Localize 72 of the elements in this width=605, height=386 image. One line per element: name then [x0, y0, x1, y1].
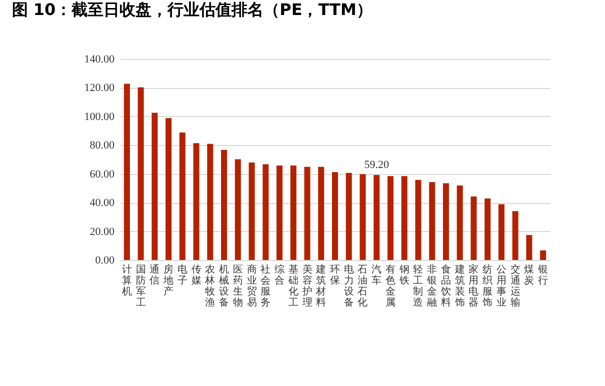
bar: [429, 182, 436, 260]
bar: [346, 172, 352, 260]
bar: [318, 166, 324, 260]
bar: [540, 250, 546, 260]
bar: [456, 185, 463, 260]
y-tick-label: 60.00: [90, 168, 115, 180]
x-tick-label: 银行: [537, 264, 548, 286]
bar: [193, 143, 200, 260]
bar: [401, 176, 408, 260]
bar: [234, 159, 241, 260]
x-tick-label: 国防军工: [136, 264, 146, 308]
bar: [484, 198, 491, 260]
y-tick-label: 100.00: [84, 110, 115, 123]
bar: [152, 112, 158, 260]
chart-title: 图 10：截至日收盘，行业估值排名（PE，TTM）: [12, 0, 372, 19]
x-tick-label: 汽车: [372, 264, 382, 286]
y-tick-label: 80.00: [90, 140, 115, 152]
bar: [415, 180, 422, 260]
x-tick-label: 建筑材料: [315, 264, 326, 308]
y-tick-label: 140.00: [84, 54, 115, 66]
x-tick-label: 非银金融: [426, 264, 438, 308]
x-tick-label: 公用事业: [496, 264, 506, 308]
bar: [124, 84, 130, 260]
x-tick-label: 基础化工: [287, 264, 298, 308]
x-tick-label: 电子: [177, 264, 188, 286]
bar: [512, 211, 518, 260]
x-tick-label: 煤炭: [524, 264, 534, 286]
x-tick-label: 交通运输: [510, 264, 520, 308]
bar: [442, 183, 449, 260]
x-tick-label: 钢铁: [398, 264, 410, 286]
bar: [207, 144, 214, 260]
bar: [374, 175, 380, 260]
bar: [179, 132, 186, 260]
x-tick-label: 纺织服饰: [482, 264, 493, 308]
bar: [276, 166, 283, 260]
x-tick-label: 计算机: [122, 264, 132, 298]
bar: [221, 150, 228, 260]
y-tick-label: 120.00: [84, 82, 115, 94]
x-tick-label: 有色金属: [385, 264, 396, 308]
x-tick-label: 家用电器: [468, 264, 479, 308]
bar: [526, 235, 532, 260]
y-tick-label: 40.00: [90, 197, 115, 210]
x-tick-label: 机械设备: [219, 264, 230, 308]
x-tick-label: 社会服务: [260, 264, 271, 308]
x-tick-label: 医药生物: [232, 264, 243, 308]
bar: [332, 172, 338, 260]
x-tick-label: 美容护理: [301, 264, 312, 308]
bar: [387, 176, 394, 260]
x-tick-label: 石油石化: [358, 264, 368, 308]
x-tick-label: 环保: [330, 264, 340, 286]
x-tick-label: 房地产: [162, 264, 174, 298]
x-tick-label: 农林牧渔: [204, 264, 216, 308]
x-tick-label: 建筑装饰: [454, 264, 465, 308]
bar: [470, 196, 477, 260]
bar: [166, 118, 172, 260]
x-tick-label: 综合: [274, 264, 285, 286]
x-tick-label: 轻工制造: [413, 264, 424, 308]
data-label: 59.20: [364, 159, 390, 172]
y-tick-label: 0.00: [95, 254, 115, 266]
bar: [360, 174, 366, 260]
x-tick-label: 电力设备: [344, 264, 354, 308]
bar: [262, 164, 269, 260]
bar: [248, 162, 255, 260]
x-tick-label: 传媒: [191, 264, 202, 286]
bar: [304, 166, 310, 260]
bar: [290, 166, 296, 260]
y-tick-label: 20.00: [90, 226, 115, 238]
bar: [498, 204, 504, 260]
x-tick-label: 通信: [150, 264, 160, 286]
x-tick-label: 食品饮料: [440, 264, 451, 308]
bar: [138, 87, 144, 260]
x-tick-label: 商业贸易: [246, 264, 257, 308]
